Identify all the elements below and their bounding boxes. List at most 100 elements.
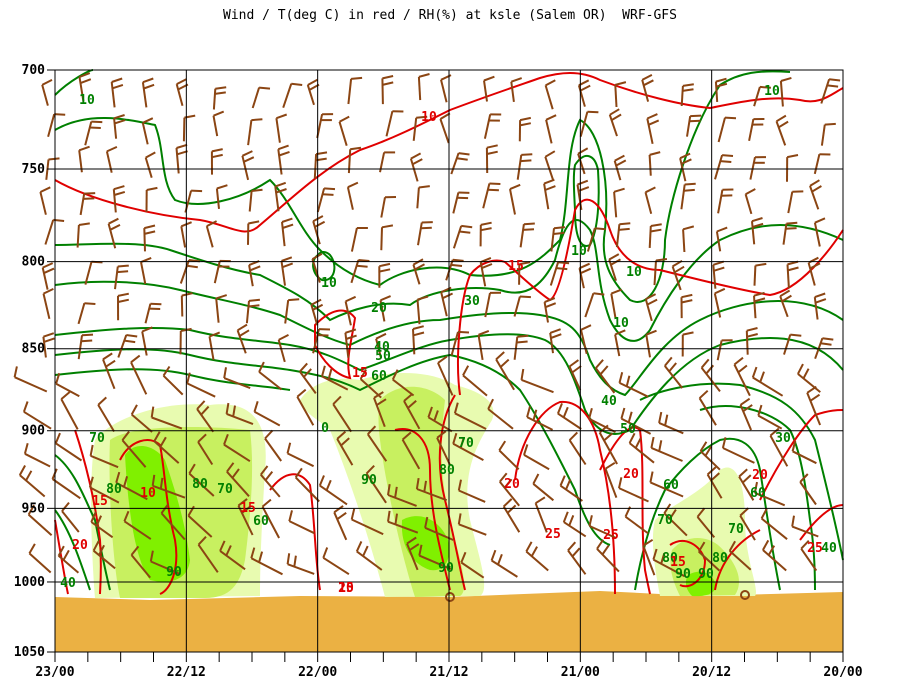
wind-barb-flag [562, 511, 569, 523]
wind-barb-shaft [197, 441, 214, 466]
wind-barb-flag [13, 366, 18, 378]
wind-barb-flag [594, 227, 606, 231]
wind-barb-shaft [437, 362, 454, 396]
wind-barb-flag [697, 541, 706, 553]
wind-barb-shaft [45, 159, 50, 180]
wind-barb-shaft [549, 261, 560, 286]
wind-barb-flag [367, 425, 377, 435]
wind-barb-shaft [409, 158, 419, 182]
wind-barb-flag [293, 555, 297, 567]
wind-barb-flag [211, 148, 223, 153]
wind-barb-flag [345, 295, 357, 303]
wind-barb-shaft [454, 412, 487, 430]
wind-barb-shaft [182, 117, 186, 142]
wind-barb-flag [698, 389, 709, 399]
wind-barb-flag [627, 411, 633, 423]
wind-barb-flag [580, 267, 592, 275]
wind-barb-flag [150, 302, 162, 306]
rh-contour-label: 70 [217, 482, 233, 497]
wind-barb-shaft [141, 82, 148, 108]
wind-barb-flag [742, 404, 753, 413]
wind-barb-flag [762, 539, 770, 551]
wind-barb-shaft [586, 228, 596, 252]
temperature-contour-line [119, 439, 178, 595]
wind-barb-shaft [162, 374, 184, 396]
wind-barb-flag [499, 358, 510, 368]
wind-barb-flag [117, 264, 129, 268]
wind-barb-shaft [115, 481, 148, 501]
wind-barb-shaft [350, 227, 358, 252]
wind-barb-flag [260, 465, 269, 476]
wind-barb-flag [124, 339, 136, 344]
temperature-contour-label: 20 [72, 538, 88, 553]
wind-barb-shaft [251, 87, 261, 109]
wind-barb-shaft [783, 334, 792, 355]
wind-barb-shaft [739, 404, 753, 431]
wind-barb-flag [452, 258, 464, 262]
temperature-contour-label: 20 [504, 477, 520, 492]
wind-barb-shaft [714, 154, 724, 180]
wind-barb-flag [738, 468, 748, 478]
wind-barb-shaft [483, 80, 488, 102]
wind-barb-flag [577, 179, 589, 186]
wind-barb-shaft [416, 299, 421, 325]
temperature-contour-line [394, 428, 451, 591]
wind-barb-flag [98, 544, 105, 556]
wind-barb-flag [588, 515, 593, 527]
wind-barb-flag [457, 479, 462, 491]
wind-barb-flag [499, 472, 508, 483]
wind-barb-shaft [223, 377, 251, 390]
wind-barb-flag [121, 430, 130, 441]
wind-barb-flag [642, 538, 654, 547]
rh-contour-label: 0 [321, 421, 329, 436]
wind-barb-shaft [241, 155, 250, 181]
wind-barb-flag [144, 224, 156, 230]
wind-barb-shaft [762, 549, 787, 572]
wind-barb-flag [791, 515, 795, 527]
wind-barb-shaft [97, 404, 115, 433]
wind-barb-shaft [117, 334, 128, 358]
wind-barb-shaft [700, 367, 721, 393]
wind-barb-flag [728, 540, 736, 552]
wind-barb-flag [418, 544, 423, 556]
wind-barb-shaft [237, 505, 254, 536]
wind-barb-flag [545, 79, 556, 87]
wind-barb-shaft [436, 437, 452, 466]
wind-barb-shaft [180, 295, 184, 317]
temperature-contour-label: 15 [240, 501, 256, 516]
wind-barb-shaft [543, 183, 550, 210]
wind-barb-flag [296, 388, 307, 398]
wind-barb-flag [251, 188, 263, 192]
wind-barb-flag [95, 515, 103, 527]
wind-barb-flag [460, 551, 467, 563]
wind-barb-flag [145, 151, 156, 159]
wind-barb-flag [809, 179, 820, 187]
wind-barb-flag [722, 154, 734, 157]
wind-barb-shaft [42, 336, 47, 358]
wind-barb-shaft [568, 366, 582, 391]
wind-barb-flag [433, 410, 439, 422]
wind-barb-flag [97, 396, 107, 406]
x-axis: 23/00 22/12 22/00 21/12 21/00 20/12 20/00 [35, 652, 863, 680]
wind-barb-shaft [84, 261, 93, 285]
wind-barb-shaft [344, 301, 352, 326]
wind-barb-flag [646, 298, 658, 306]
wind-barb-flag [106, 145, 118, 153]
rh-contour-label: 90 [438, 561, 454, 576]
wind-barb-shaft [319, 484, 348, 506]
wind-barb-flag [716, 226, 728, 233]
wind-barb-flag [797, 363, 804, 375]
x-tick-label: 22/00 [298, 665, 337, 680]
wind-barb-shaft [144, 157, 153, 178]
wind-barb-flag [54, 113, 66, 116]
wind-barb-flag [109, 224, 121, 231]
wind-barb-flag [553, 231, 565, 235]
wind-barb-shaft [809, 185, 820, 210]
wind-barb-flag [599, 365, 609, 375]
wind-barb-shaft [624, 515, 649, 535]
temperature-contour-label: 15 [352, 366, 368, 381]
wind-barb-flag [215, 86, 227, 90]
wind-barb-shaft [641, 79, 650, 102]
wind-barb-flag [373, 391, 384, 399]
wind-barb-shaft [123, 520, 152, 540]
